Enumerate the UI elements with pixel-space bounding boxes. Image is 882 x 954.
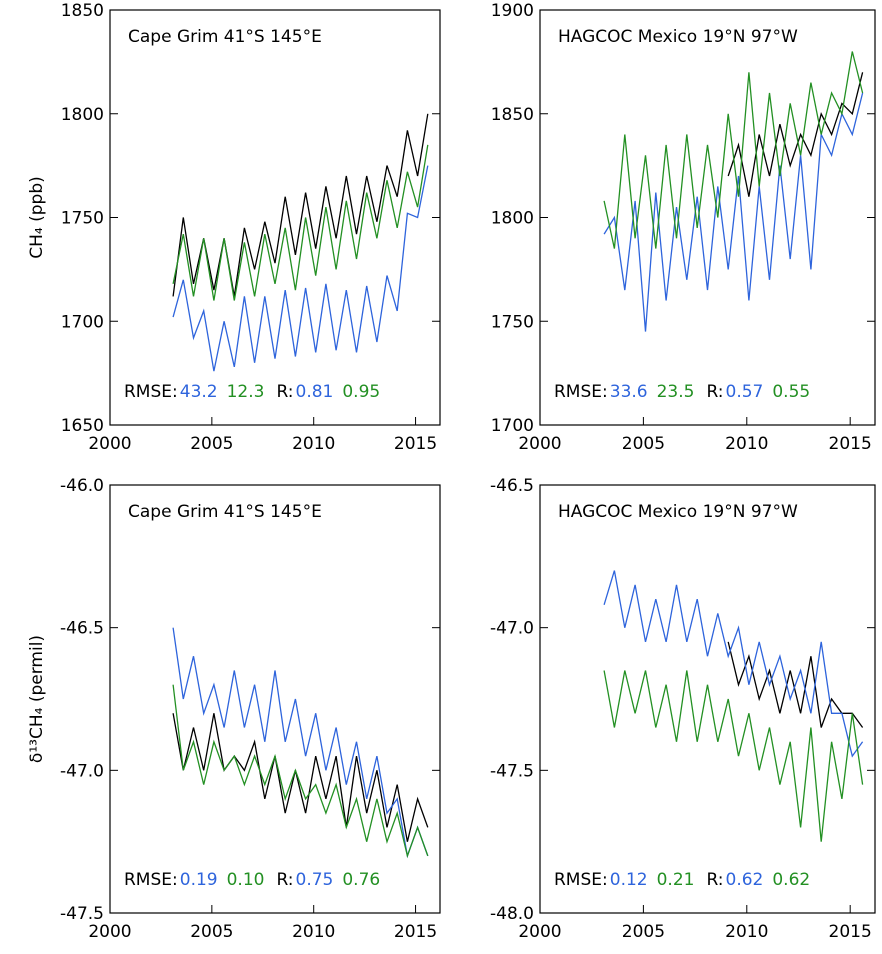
series-line bbox=[172, 713, 429, 842]
stat-value: 0.57 bbox=[726, 382, 764, 402]
stats: RMSE: 43.2 12.3 R: 0.81 0.95 bbox=[124, 382, 380, 402]
stat-label: R: bbox=[706, 870, 723, 890]
plot-frame bbox=[539, 484, 876, 914]
stat-value: 0.19 bbox=[180, 870, 218, 890]
x-tick-label: 2010 bbox=[725, 922, 768, 942]
y-tick-label: -47.5 bbox=[490, 761, 534, 781]
stat-value: 12.3 bbox=[227, 382, 265, 402]
y-tick-label: 1750 bbox=[61, 209, 104, 229]
x-tick-label: 2010 bbox=[292, 434, 335, 454]
plot-frame bbox=[539, 9, 876, 426]
x-tick-label: 2005 bbox=[622, 922, 665, 942]
stat-value: 0.75 bbox=[296, 870, 334, 890]
y-tick-label: -47.0 bbox=[60, 761, 104, 781]
y-tick-label: 1650 bbox=[61, 416, 104, 436]
series-line bbox=[603, 570, 864, 758]
stat-value: 0.95 bbox=[342, 382, 380, 402]
y-tick-label: 1850 bbox=[61, 1, 104, 21]
stat-value: 0.55 bbox=[772, 382, 810, 402]
y-tick-label: 1700 bbox=[61, 312, 104, 332]
series-line bbox=[172, 165, 429, 372]
x-tick-label: 2015 bbox=[829, 922, 872, 942]
stat-value: 0.21 bbox=[657, 870, 695, 890]
stat-label: RMSE: bbox=[554, 870, 608, 890]
y-tick-label: -46.0 bbox=[60, 476, 104, 496]
series-line bbox=[727, 72, 864, 197]
y-tick-label: -46.5 bbox=[60, 619, 104, 639]
y-tick-label: -47.0 bbox=[490, 619, 534, 639]
x-tick-label: 2015 bbox=[394, 922, 437, 942]
series-line bbox=[603, 51, 864, 249]
y-axis-label: δ¹³CH₄ (permil) bbox=[27, 635, 47, 763]
x-tick-label: 2000 bbox=[88, 434, 131, 454]
stat-value: 0.76 bbox=[342, 870, 380, 890]
series-line bbox=[172, 627, 429, 859]
stat-label: R: bbox=[706, 382, 723, 402]
x-tick-label: 2005 bbox=[190, 922, 233, 942]
y-tick-label: 1700 bbox=[491, 416, 534, 436]
y-tick-label: 1750 bbox=[491, 312, 534, 332]
x-tick-label: 2010 bbox=[292, 922, 335, 942]
series-line bbox=[603, 670, 864, 842]
y-tick-label: 1800 bbox=[491, 209, 534, 229]
stat-label: RMSE: bbox=[124, 870, 178, 890]
stat-value: 0.62 bbox=[772, 870, 810, 890]
x-tick-label: 2000 bbox=[518, 434, 561, 454]
y-axis-label: CH₄ (ppb) bbox=[27, 176, 47, 259]
y-tick-label: -48.0 bbox=[490, 904, 534, 924]
stat-value: 43.2 bbox=[180, 382, 218, 402]
plot-frame bbox=[109, 9, 441, 426]
stat-value: 0.12 bbox=[610, 870, 648, 890]
stats: RMSE: 33.6 23.5 R: 0.57 0.55 bbox=[554, 382, 810, 402]
y-tick-label: -47.5 bbox=[60, 904, 104, 924]
stat-value: 23.5 bbox=[657, 382, 695, 402]
x-tick-label: 2000 bbox=[518, 922, 561, 942]
panel-title: HAGCOC Mexico 19°N 97°W bbox=[558, 502, 798, 522]
x-tick-label: 2015 bbox=[394, 434, 437, 454]
y-tick-label: 1900 bbox=[491, 1, 534, 21]
y-tick-label: 1800 bbox=[61, 105, 104, 125]
stats: RMSE: 0.19 0.10 R: 0.75 0.76 bbox=[124, 870, 380, 890]
x-tick-label: 2010 bbox=[725, 434, 768, 454]
stat-label: R: bbox=[276, 870, 293, 890]
plot-frame bbox=[109, 484, 441, 914]
x-tick-label: 2015 bbox=[829, 434, 872, 454]
stat-value: 33.6 bbox=[610, 382, 648, 402]
panel-title: Cape Grim 41°S 145°E bbox=[128, 502, 322, 522]
stat-label: RMSE: bbox=[124, 382, 178, 402]
x-tick-label: 2000 bbox=[88, 922, 131, 942]
series-line bbox=[727, 641, 864, 728]
stat-label: RMSE: bbox=[554, 382, 608, 402]
y-tick-label: 1850 bbox=[491, 105, 534, 125]
panel-title: Cape Grim 41°S 145°E bbox=[128, 27, 322, 47]
series-line bbox=[172, 113, 429, 297]
x-tick-label: 2005 bbox=[190, 434, 233, 454]
series-line bbox=[603, 92, 864, 332]
stat-value: 0.10 bbox=[227, 870, 265, 890]
stat-label: R: bbox=[276, 382, 293, 402]
series-line bbox=[172, 684, 429, 859]
panel-title: HAGCOC Mexico 19°N 97°W bbox=[558, 27, 798, 47]
x-tick-label: 2005 bbox=[622, 434, 665, 454]
series-line bbox=[172, 144, 429, 301]
stats: RMSE: 0.12 0.21 R: 0.62 0.62 bbox=[554, 870, 810, 890]
stat-value: 0.62 bbox=[726, 870, 764, 890]
y-tick-label: -46.5 bbox=[490, 476, 534, 496]
stat-value: 0.81 bbox=[296, 382, 334, 402]
